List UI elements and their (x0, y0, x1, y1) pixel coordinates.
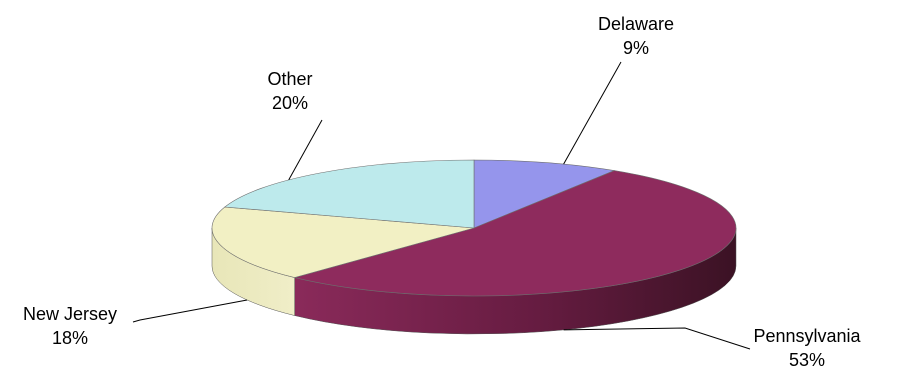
slice-value-pennsylvania: 53% (789, 350, 825, 370)
pie-slice-other (224, 159, 475, 229)
slice-value-delaware: 9% (623, 38, 649, 58)
slice-value-other: 20% (272, 93, 308, 113)
leader-line-pennsylvania (563, 327, 751, 350)
slice-label-pennsylvania: Pennsylvania (753, 326, 861, 346)
pie-slice-new-jersey (211, 206, 475, 278)
slice-label-new-jersey: New Jersey (23, 304, 117, 324)
pie-slice-pennsylvania (293, 170, 737, 297)
leader-line-new-jersey (132, 299, 248, 323)
pie-slice-delaware (473, 159, 616, 229)
slice-label-delaware: Delaware (598, 14, 674, 34)
slice-value-new-jersey: 18% (52, 328, 88, 348)
leader-line-other (288, 119, 323, 181)
slice-label-other: Other (267, 69, 312, 89)
leader-line-delaware (563, 61, 622, 165)
